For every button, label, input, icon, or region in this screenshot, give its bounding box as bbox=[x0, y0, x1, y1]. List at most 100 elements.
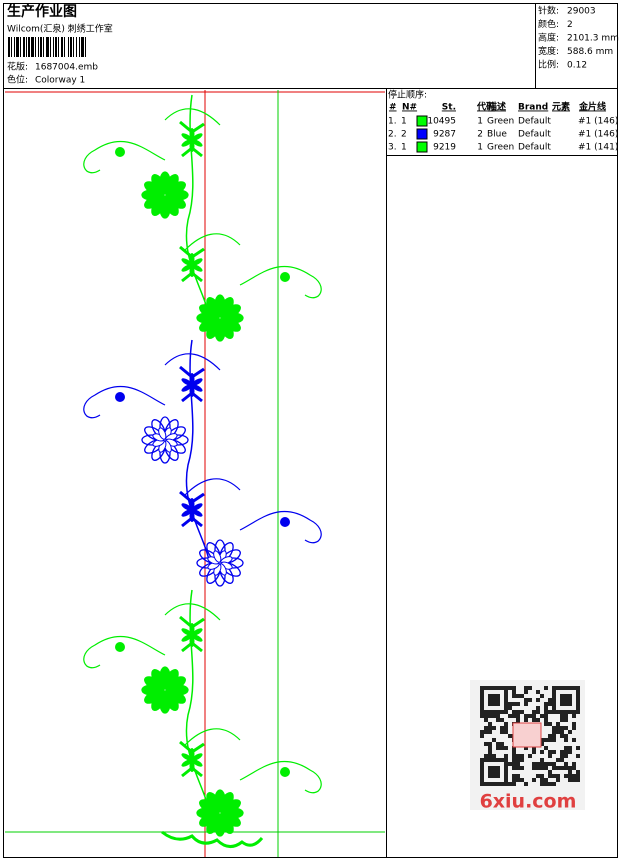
info-value: 0.12 bbox=[567, 61, 587, 71]
qr-module bbox=[536, 774, 540, 778]
vine bbox=[239, 510, 322, 544]
qr-module bbox=[528, 754, 532, 758]
qr-module bbox=[504, 766, 508, 770]
qr-module bbox=[496, 742, 500, 746]
row-desc: Green bbox=[487, 117, 514, 127]
bud bbox=[280, 272, 290, 282]
qr-module bbox=[572, 710, 576, 714]
qr-module bbox=[560, 758, 564, 762]
qr-module bbox=[516, 694, 520, 698]
qr-module bbox=[572, 778, 576, 782]
barcode-bar bbox=[8, 37, 10, 57]
qr-module bbox=[480, 698, 484, 702]
qr-module bbox=[572, 762, 576, 766]
qr-module bbox=[576, 778, 580, 782]
qr-module bbox=[536, 718, 540, 722]
qr-module bbox=[544, 710, 548, 714]
qr-module bbox=[516, 758, 520, 762]
petal-inner bbox=[213, 800, 222, 813]
qr-module bbox=[488, 742, 492, 746]
barcode-bar bbox=[38, 37, 39, 57]
row-st: 10495 bbox=[427, 117, 456, 127]
qr-module bbox=[524, 690, 528, 694]
star-petal bbox=[181, 628, 193, 636]
qr-module bbox=[500, 710, 504, 714]
star-petal bbox=[191, 628, 203, 636]
qr-module bbox=[576, 710, 580, 714]
qr-module bbox=[484, 754, 488, 758]
colorway: Colorway 1 bbox=[35, 76, 85, 86]
qr-module bbox=[484, 730, 488, 734]
qr-module bbox=[508, 734, 512, 738]
qr-module bbox=[504, 746, 508, 750]
qr-module bbox=[552, 690, 556, 694]
qr-module bbox=[508, 762, 512, 766]
barcode-bar bbox=[53, 37, 54, 57]
qr-module bbox=[532, 746, 536, 750]
qr-module bbox=[560, 734, 564, 738]
row-n: 2 bbox=[401, 130, 407, 140]
qr-module bbox=[504, 694, 508, 698]
qr-module bbox=[576, 698, 580, 702]
qr-module bbox=[500, 730, 504, 734]
barcode-bar bbox=[35, 37, 36, 57]
star-petal bbox=[181, 503, 193, 511]
design-file: 1687004.emb bbox=[35, 63, 98, 73]
qr-module bbox=[528, 698, 532, 702]
qr-module bbox=[556, 766, 560, 770]
qr-module bbox=[488, 754, 492, 758]
qr-module bbox=[504, 698, 508, 702]
qr-module bbox=[540, 742, 544, 746]
qr-module bbox=[576, 690, 580, 694]
qr-module bbox=[484, 726, 488, 730]
qr-module bbox=[488, 694, 492, 698]
info-label: 比例: bbox=[538, 59, 559, 71]
barcode-bar bbox=[58, 37, 59, 57]
qr-module bbox=[516, 714, 520, 718]
qr-module bbox=[552, 686, 556, 690]
qr-module bbox=[548, 710, 552, 714]
row-st: 9287 bbox=[433, 130, 456, 140]
watermark: 6xiu.com bbox=[480, 791, 577, 813]
qr-module bbox=[532, 750, 536, 754]
qr-module bbox=[564, 774, 568, 778]
column-header: St. bbox=[442, 103, 456, 113]
qr-module bbox=[492, 758, 496, 762]
title: 生产作业图 bbox=[7, 3, 77, 20]
qr-module bbox=[496, 702, 500, 706]
qr-module bbox=[576, 702, 580, 706]
qr-module bbox=[500, 746, 504, 750]
qr-module bbox=[536, 690, 540, 694]
info-value: 2 bbox=[567, 20, 573, 30]
row-num: 2. bbox=[388, 130, 397, 140]
qr-module bbox=[504, 754, 508, 758]
qr-module bbox=[572, 766, 576, 770]
qr-module bbox=[564, 766, 568, 770]
qr-module bbox=[524, 718, 528, 722]
qr-module bbox=[512, 754, 516, 758]
qr-module bbox=[560, 718, 564, 722]
barcode-bar bbox=[85, 37, 86, 57]
qr-module bbox=[516, 766, 520, 770]
qr-module bbox=[568, 746, 572, 750]
petal-inner bbox=[158, 427, 167, 440]
qr-module bbox=[568, 770, 572, 774]
row-n: 1 bbox=[401, 143, 407, 153]
qr-module bbox=[516, 718, 520, 722]
qr-module bbox=[576, 694, 580, 698]
qr-module bbox=[536, 710, 540, 714]
qr-module bbox=[488, 770, 492, 774]
row-brand: Default bbox=[518, 117, 551, 127]
outer-border bbox=[3, 3, 618, 858]
qr-module bbox=[480, 770, 484, 774]
qr-module bbox=[564, 718, 568, 722]
vine bbox=[239, 265, 322, 299]
qr-module bbox=[500, 782, 504, 786]
column-header: 金片线 bbox=[578, 101, 606, 113]
color-swatch bbox=[416, 115, 428, 127]
qr-module bbox=[496, 694, 500, 698]
qr-module bbox=[512, 714, 516, 718]
qr-module bbox=[532, 766, 536, 770]
qr-module bbox=[508, 714, 512, 718]
qr-module bbox=[540, 758, 544, 762]
